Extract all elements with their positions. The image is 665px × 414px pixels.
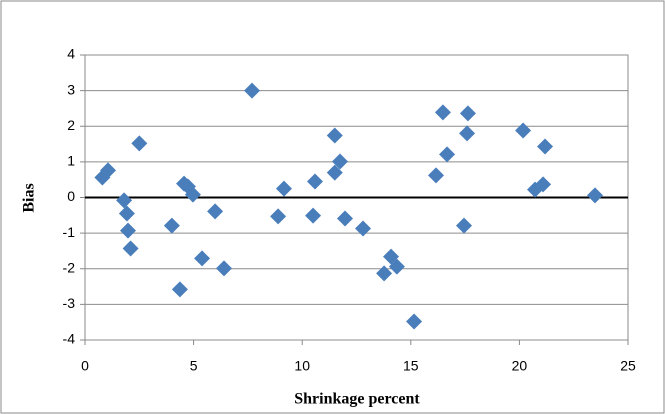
point	[427, 167, 444, 184]
point	[515, 122, 532, 139]
point	[439, 146, 456, 163]
y-axis-title: Bias	[21, 183, 38, 212]
point	[355, 220, 372, 237]
point	[336, 210, 353, 227]
point	[459, 105, 476, 122]
point	[434, 104, 451, 121]
point	[326, 127, 343, 144]
point	[131, 135, 148, 152]
point	[537, 138, 554, 155]
point	[459, 125, 476, 142]
y-tick-label: 1	[67, 153, 75, 169]
point	[194, 250, 211, 267]
y-tick-label: -3	[63, 295, 76, 311]
point	[456, 217, 473, 234]
y-tick-label: -4	[63, 331, 76, 347]
x-axis-title: Shrinkage percent	[294, 391, 420, 408]
y-tick-label: 3	[67, 81, 75, 97]
point	[216, 260, 233, 277]
x-tick-label: 10	[294, 358, 310, 374]
point	[586, 187, 603, 204]
x-tick-label: 0	[81, 358, 89, 374]
point	[207, 203, 224, 220]
x-tick-label: 5	[190, 358, 198, 374]
point	[120, 222, 137, 239]
point	[388, 258, 405, 275]
point	[122, 240, 139, 257]
y-tick-label: -2	[63, 259, 76, 275]
point	[326, 164, 343, 181]
y-tick-label: 2	[67, 117, 75, 133]
point	[275, 180, 292, 197]
y-tick-label: -1	[63, 224, 76, 240]
point	[116, 192, 133, 209]
point	[171, 281, 188, 298]
x-tick-label: 20	[512, 358, 528, 374]
y-tick-label: 0	[67, 188, 75, 204]
point	[100, 162, 117, 179]
point	[305, 207, 322, 224]
point	[184, 186, 201, 203]
point	[244, 82, 261, 99]
y-tick-label: 4	[67, 46, 75, 62]
point	[376, 265, 393, 282]
point	[535, 176, 552, 193]
point	[307, 173, 324, 190]
x-tick-label: 15	[403, 358, 419, 374]
point	[406, 313, 423, 330]
point	[118, 205, 135, 222]
point	[331, 153, 348, 170]
point	[163, 217, 180, 234]
point	[270, 208, 287, 225]
x-tick-label: 25	[620, 358, 636, 374]
